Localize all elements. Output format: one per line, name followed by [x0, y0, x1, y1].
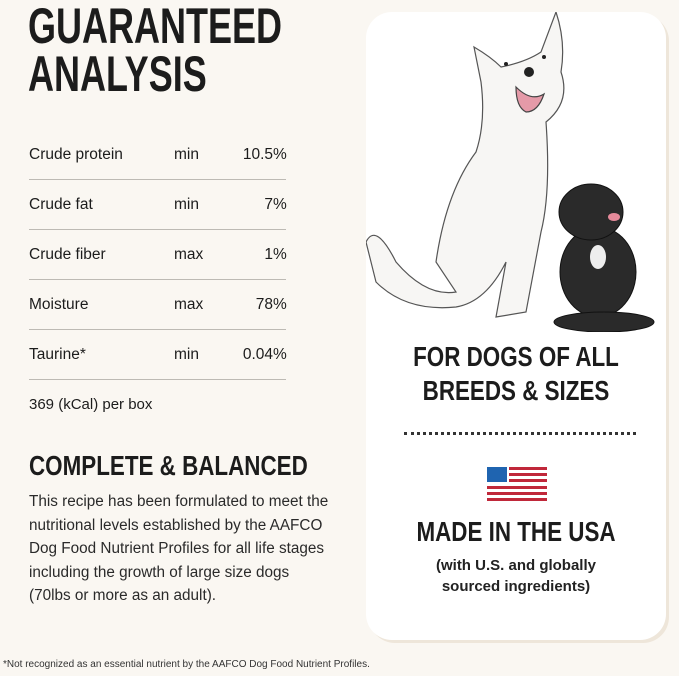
table-row: Crude protein min 10.5%: [29, 130, 287, 180]
table-row: Taurine* min 0.04%: [29, 330, 287, 380]
table-row: Crude fat min 7%: [29, 180, 287, 230]
made-in-usa: MADE IN THE USA: [416, 516, 616, 547]
dogs-illustration: [366, 12, 655, 332]
value: 78: [255, 295, 273, 313]
nutrient-name: Crude protein: [29, 145, 123, 163]
qualifier: max: [174, 245, 204, 263]
nutrient-name: Taurine*: [29, 345, 86, 363]
unit: %: [273, 145, 287, 163]
table-row: Moisture max 78%: [29, 280, 287, 330]
title-line-2: ANALYSIS: [28, 46, 207, 102]
title-line-1: GUARANTEED: [28, 0, 283, 54]
sourced-line-1: (with U.S. and globally: [435, 557, 596, 574]
value: 1: [264, 245, 273, 263]
value: 7: [264, 195, 273, 213]
nutrient-name: Crude fat: [29, 195, 93, 213]
balanced-heading: COMPLETE & BALANCED: [29, 450, 308, 481]
unit: %: [273, 245, 287, 263]
white-dog: [366, 12, 565, 318]
breeds-line-2: BREEDS & SIZES: [422, 375, 610, 406]
footnote: *Not recognized as an essential nutrient…: [3, 659, 370, 670]
calories: 369 (kCal) per box: [29, 396, 153, 413]
black-puppy: [553, 183, 655, 332]
breeds-line-1: FOR DOGS OF ALL: [413, 341, 619, 372]
guaranteed-analysis-table: Crude protein min 10.5% Crude fat min 7% Cru…: [29, 130, 287, 380]
qualifier: min: [174, 345, 199, 363]
breeds-heading: FOR DOGS OF ALL BREEDS & SIZES: [396, 340, 636, 408]
page-title: GUARANTEED ANALYSIS: [28, 0, 283, 102]
balanced-text: This recipe has been formulated to meet …: [29, 493, 329, 604]
sourced-line-2: sourced ingredients): [441, 578, 591, 595]
dotted-divider: [404, 432, 636, 435]
value: 0.04: [242, 345, 273, 363]
unit: %: [273, 295, 287, 313]
value: 10.5: [242, 145, 273, 163]
unit: %: [273, 195, 287, 213]
table-row: Crude fiber max 1%: [29, 230, 287, 280]
nutrient-name: Crude fiber: [29, 245, 106, 263]
us-flag-icon: [487, 467, 547, 501]
sourced-note: (with U.S. and globally sourced ingredie…: [366, 555, 666, 597]
unit: %: [273, 345, 287, 363]
qualifier: min: [174, 195, 199, 213]
nutrient-name: Moisture: [29, 295, 89, 313]
qualifier: min: [174, 145, 199, 163]
qualifier: max: [174, 295, 204, 313]
info-card: FOR DOGS OF ALL BREEDS & SIZES MADE IN T…: [366, 12, 666, 640]
